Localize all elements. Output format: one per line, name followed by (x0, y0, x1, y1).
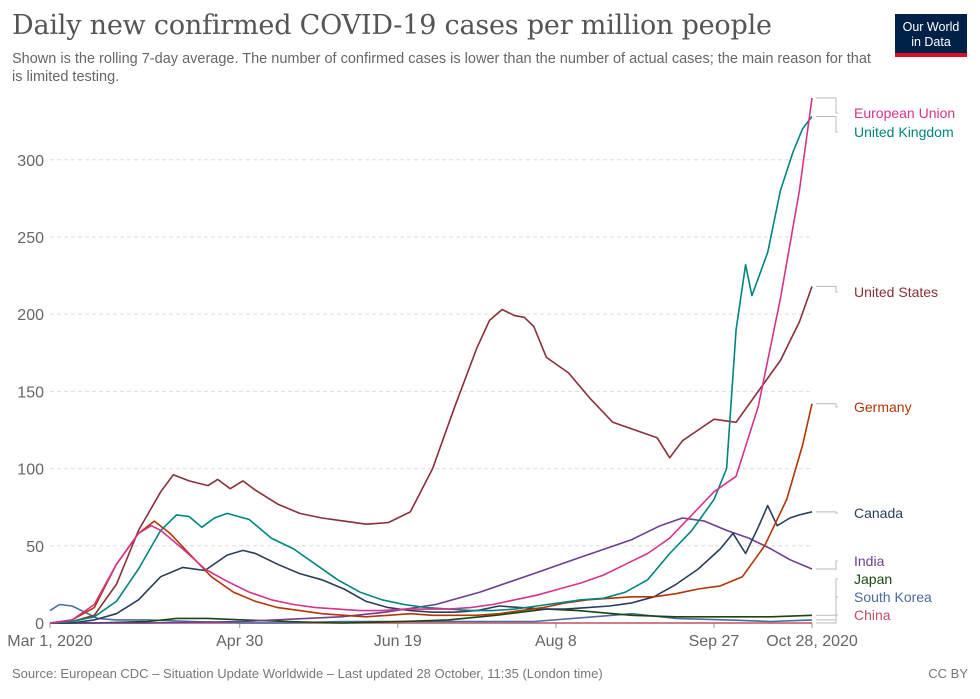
series-line (49, 97, 813, 624)
x-tick-label: Apr 30 (216, 633, 263, 650)
y-tick-label: 200 (17, 307, 44, 324)
legend-label: India (854, 553, 885, 569)
x-tick-label: Mar 1, 2020 (7, 633, 92, 650)
x-tick-label: Sep 27 (689, 633, 740, 650)
legend-label: Germany (854, 399, 912, 415)
logo-line-2: in Data (911, 35, 951, 49)
y-tick-label: 0 (35, 616, 44, 633)
legend-connector (816, 403, 838, 408)
x-tick-label: Aug 8 (535, 633, 577, 650)
x-tick-label: Jun 19 (374, 633, 422, 650)
series-line (49, 403, 813, 624)
legend-connector (816, 614, 838, 624)
y-tick-label: 250 (17, 230, 44, 247)
owid-logo[interactable]: Our World in Data (895, 14, 967, 57)
y-axis: 0 50 100 150 200 250 300 (17, 153, 44, 633)
legend: European Union United Kingdom United State… (816, 97, 955, 624)
series-line (50, 504, 813, 624)
legend-label: Japan (854, 571, 892, 587)
logo-line-1: Our World (902, 20, 960, 34)
y-tick-label: 100 (17, 462, 44, 479)
series-lines (49, 97, 813, 624)
source-note: Source: European CDC – Situation Update … (12, 666, 603, 681)
legend-connector (816, 116, 838, 133)
legend-connector (816, 97, 838, 114)
x-tick-label: Oct 28, 2020 (766, 633, 858, 650)
series-line (49, 286, 813, 624)
legend-connector (816, 578, 838, 616)
chart-title: Daily new confirmed COVID-19 cases per m… (12, 10, 772, 41)
legend-connector (816, 511, 838, 514)
y-tick-label: 300 (17, 153, 44, 170)
x-axis: Mar 1, 2020 Apr 30 Jun 19 Aug 8 Sep 27 Oct 28… (7, 623, 858, 650)
series-line (50, 608, 813, 624)
legend-connector (816, 285, 838, 293)
legend-label: United States (854, 284, 938, 300)
license-link[interactable]: CC BY (928, 666, 968, 681)
y-tick-label: 50 (26, 539, 44, 556)
grid (50, 159, 812, 624)
legend-label: China (854, 607, 891, 623)
legend-label: United Kingdom (854, 124, 954, 140)
legend-label: European Union (854, 105, 955, 121)
series-line (49, 116, 813, 624)
legend-label: South Korea (854, 589, 932, 605)
y-tick-label: 150 (17, 384, 44, 401)
chart-subtitle: Shown is the rolling 7-day average. The … (12, 51, 871, 85)
legend-label: Canada (854, 505, 903, 521)
legend-connector (816, 596, 838, 621)
legend-connector (816, 560, 838, 570)
